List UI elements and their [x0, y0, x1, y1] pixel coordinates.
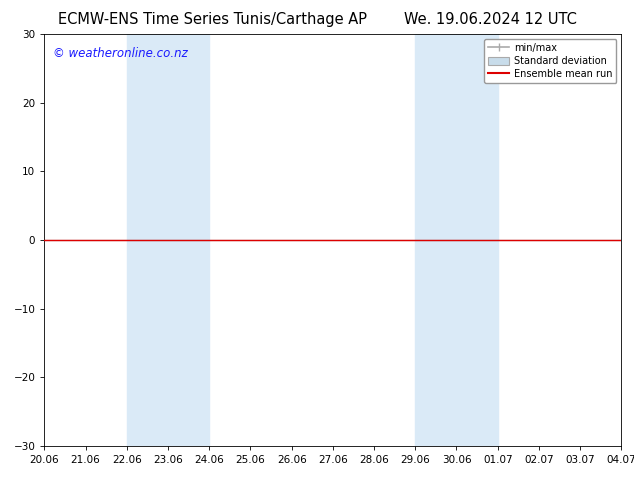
Text: © weatheronline.co.nz: © weatheronline.co.nz — [53, 47, 188, 60]
Bar — [415, 34, 498, 446]
Legend: min/max, Standard deviation, Ensemble mean run: min/max, Standard deviation, Ensemble me… — [484, 39, 616, 83]
Bar — [127, 34, 209, 446]
Text: ECMW-ENS Time Series Tunis/Carthage AP        We. 19.06.2024 12 UTC: ECMW-ENS Time Series Tunis/Carthage AP W… — [58, 12, 576, 27]
